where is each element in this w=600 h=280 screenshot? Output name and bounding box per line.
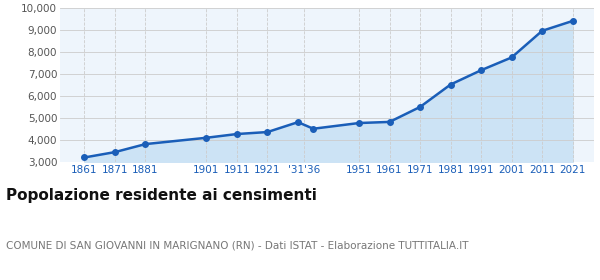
Text: COMUNE DI SAN GIOVANNI IN MARIGNANO (RN) - Dati ISTAT - Elaborazione TUTTITALIA.: COMUNE DI SAN GIOVANNI IN MARIGNANO (RN)… [6, 241, 469, 251]
Text: Popolazione residente ai censimenti: Popolazione residente ai censimenti [6, 188, 317, 203]
